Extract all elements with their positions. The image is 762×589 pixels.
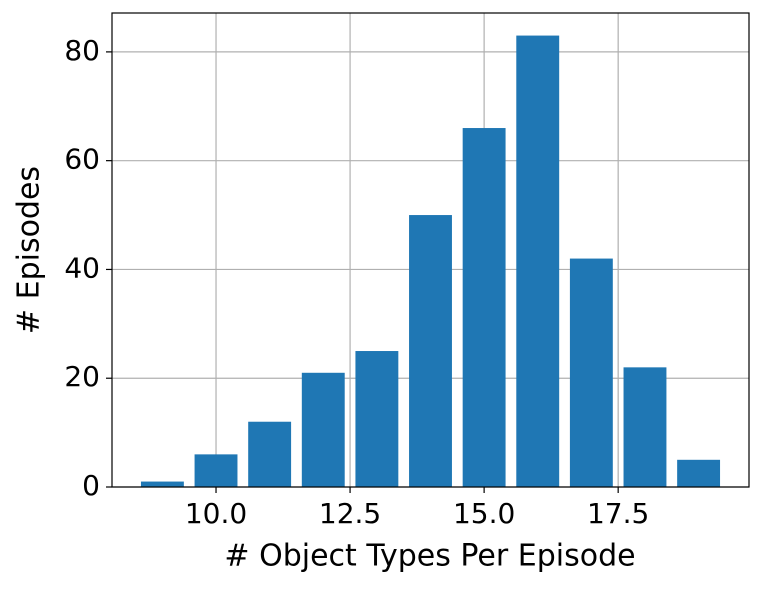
x-axis-label: # Object Types Per Episode (224, 539, 635, 574)
y-tick-label: 60 (64, 143, 100, 176)
bar (462, 128, 506, 487)
y-tick-label: 80 (64, 34, 100, 67)
bar (355, 351, 399, 487)
bar (569, 258, 613, 487)
x-tick-label: 15.0 (453, 497, 515, 530)
bar (409, 215, 452, 487)
x-tick-label: 12.5 (319, 497, 381, 530)
bar (516, 35, 560, 487)
bar (194, 454, 238, 487)
bar (677, 459, 721, 487)
x-tick-label: 17.5 (587, 497, 649, 530)
y-axis-label: # Episodes (12, 166, 47, 334)
bar (140, 481, 184, 487)
plot-frame (111, 12, 750, 488)
bar (248, 421, 292, 487)
x-tick-label: 10.0 (185, 497, 247, 530)
y-tick-label: 0 (82, 469, 100, 502)
bar (623, 367, 667, 487)
bar (301, 372, 345, 487)
y-tick-label: 20 (64, 360, 100, 393)
y-tick-label: 40 (64, 251, 100, 284)
